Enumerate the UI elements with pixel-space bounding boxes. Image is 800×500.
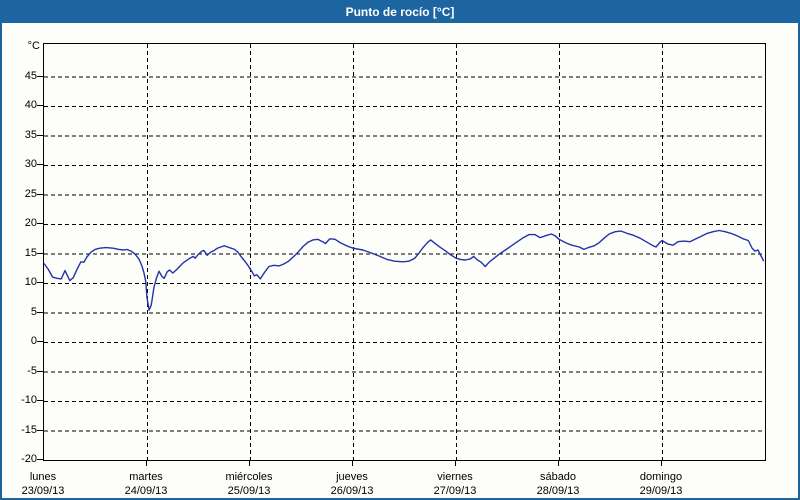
y-axis-tick-mark bbox=[37, 105, 43, 106]
x-axis-day-date: 24/09/13 bbox=[124, 485, 168, 497]
y-axis-unit-label: °C bbox=[27, 40, 40, 52]
x-axis-day-name: martes bbox=[129, 471, 163, 483]
x-axis-day-date: 26/09/13 bbox=[330, 485, 374, 497]
x-axis-day-date: 25/09/13 bbox=[227, 485, 271, 497]
y-axis-tick-mark bbox=[37, 400, 43, 401]
y-axis-tick-mark bbox=[37, 75, 43, 77]
y-axis-tick-mark bbox=[37, 193, 43, 195]
x-axis-day-name: miércoles bbox=[225, 471, 273, 483]
y-axis-tick-mark bbox=[37, 282, 43, 283]
x-axis-tick-mark bbox=[146, 461, 147, 466]
y-axis-tick-label: 5 bbox=[30, 305, 37, 318]
y-axis-tick-label: 30 bbox=[24, 158, 37, 170]
y-axis-tick-label: -10 bbox=[21, 394, 37, 406]
y-axis-tick-mark bbox=[37, 459, 43, 460]
x-axis-day-date: 23/09/13 bbox=[21, 485, 65, 497]
x-axis-tick-mark bbox=[558, 461, 559, 466]
x-axis-day-name: lunes bbox=[29, 471, 57, 483]
plot-area bbox=[43, 43, 766, 461]
x-axis-tick-mark bbox=[352, 461, 353, 466]
y-axis-tick-mark bbox=[37, 370, 43, 372]
chart-title: Punto de rocío [°C] bbox=[345, 5, 455, 19]
dew-point-series-line bbox=[44, 229, 765, 311]
y-axis-tick-mark bbox=[37, 252, 43, 254]
y-axis-tick-label: 20 bbox=[24, 217, 37, 229]
y-axis-tick-mark bbox=[37, 134, 43, 136]
x-axis-tick-mark bbox=[249, 461, 250, 466]
x-axis-day-name: domingo bbox=[639, 471, 683, 483]
y-axis-tick-label: 10 bbox=[24, 276, 37, 288]
y-axis-tick-label: 40 bbox=[24, 99, 37, 111]
dew-point-line-chart bbox=[44, 44, 765, 460]
x-axis-day-date: 29/09/13 bbox=[639, 485, 683, 497]
y-axis-tick-label: 35 bbox=[24, 128, 37, 141]
y-axis-tick-mark bbox=[37, 429, 43, 431]
chart-title-bar: Punto de rocío [°C] bbox=[2, 2, 798, 23]
y-axis-tick-label: 0 bbox=[30, 335, 37, 347]
x-axis-day-name: sábado bbox=[539, 471, 577, 483]
y-axis-tick-label: -5 bbox=[27, 364, 37, 377]
y-axis-tick-mark bbox=[37, 311, 43, 313]
y-axis-tick-label: 25 bbox=[24, 187, 37, 200]
y-axis-tick-mark bbox=[37, 164, 43, 165]
y-axis-tick-mark bbox=[37, 223, 43, 224]
x-axis-tick-mark bbox=[661, 461, 662, 466]
y-axis-tick-label: 45 bbox=[24, 69, 37, 82]
x-axis-day-name: jueves bbox=[336, 471, 368, 483]
y-axis-tick-label: -15 bbox=[21, 423, 37, 436]
x-axis-day-name: viernes bbox=[437, 471, 473, 483]
x-axis-day-date: 28/09/13 bbox=[536, 485, 580, 497]
x-axis-day-date: 27/09/13 bbox=[433, 485, 477, 497]
y-axis-tick-label: 15 bbox=[24, 246, 37, 259]
y-axis-tick-label: -20 bbox=[21, 453, 37, 465]
y-axis-tick-mark bbox=[37, 341, 43, 342]
x-axis-tick-mark bbox=[455, 461, 456, 466]
